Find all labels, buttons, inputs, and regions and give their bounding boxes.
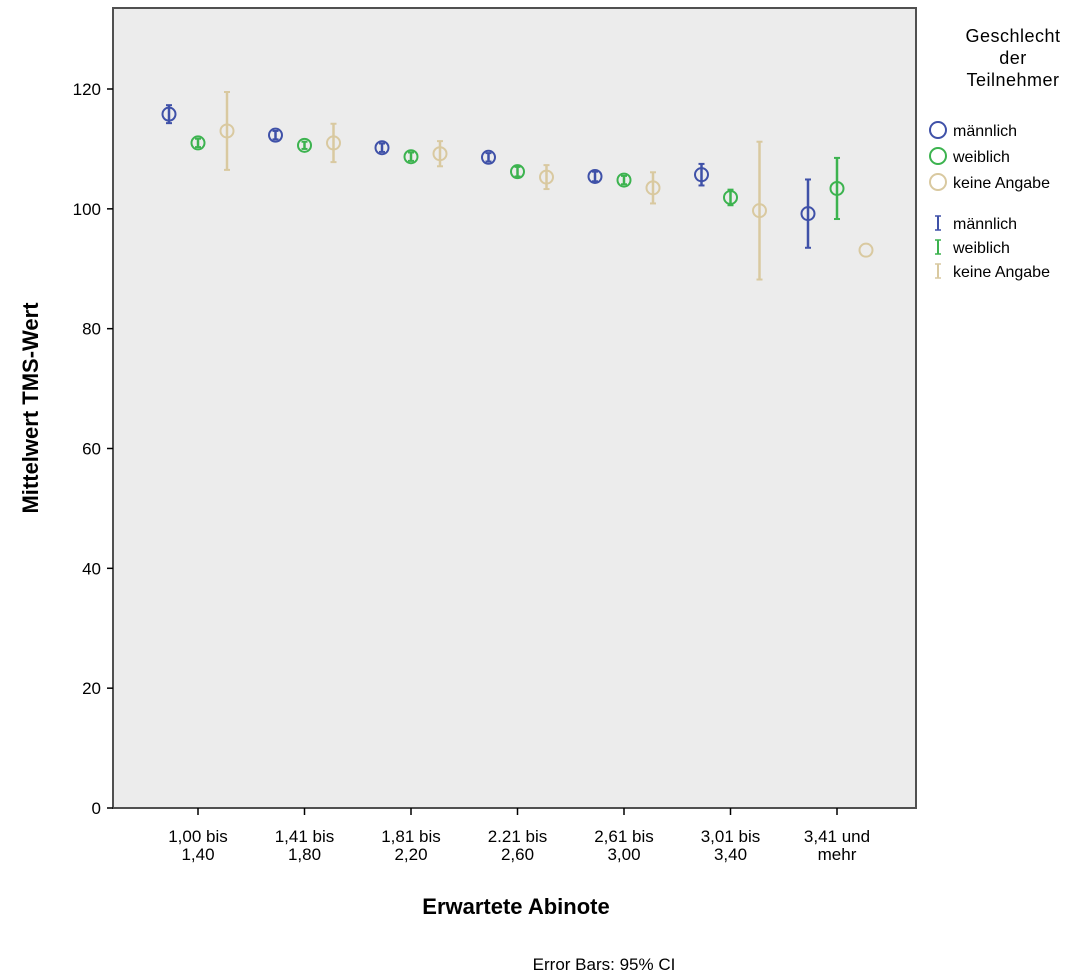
x-tick-label: 1,81 bis 2,20	[381, 827, 441, 864]
y-tick-label: 80	[82, 320, 101, 339]
y-tick-label: 20	[82, 679, 101, 698]
legend-marker	[929, 147, 947, 165]
x-tick-label: 3,01 bis 3,40	[701, 827, 761, 864]
data-point	[800, 206, 816, 222]
y-tick-label: 100	[73, 200, 101, 219]
data-point	[432, 146, 448, 162]
legend-label: männlich	[953, 123, 1017, 140]
plot-area	[112, 7, 917, 809]
y-tick-label: 60	[82, 440, 101, 459]
data-point	[403, 149, 419, 165]
x-axis: 1,00 bis 1,40 1,41 bis 1,80 1,81 bis 2,20 2.21…	[168, 808, 870, 864]
data-point	[510, 164, 525, 180]
data-point	[858, 242, 874, 258]
footnote: Error Bars: 95% CI	[533, 955, 676, 974]
x-tick-label: 3,41 und mehr	[804, 827, 870, 864]
x-tick-label: 2.21 bis 2,60	[488, 827, 548, 864]
x-tick-label: 2,61 bis 3,00	[594, 827, 654, 864]
data-point	[587, 168, 603, 184]
data-point	[268, 127, 283, 143]
y-tick-label: 40	[82, 559, 101, 578]
data-points	[161, 90, 874, 281]
data-point	[326, 135, 341, 151]
y-tick-label: 0	[92, 799, 101, 818]
data-point	[219, 123, 235, 139]
data-point	[481, 149, 496, 165]
y-tick-label: 120	[73, 80, 101, 99]
data-point	[752, 203, 767, 219]
x-tick-label: 1,00 bis 1,40	[168, 827, 228, 864]
legend-title: der	[999, 48, 1027, 68]
data-point	[616, 172, 632, 188]
legend-title: Geschlecht	[965, 26, 1060, 46]
legend-marker	[929, 121, 947, 139]
legend-title: Teilnehmer	[966, 70, 1059, 90]
data-point	[829, 180, 845, 196]
x-tick-label: 1,41 bis 1,80	[275, 827, 335, 864]
data-point	[723, 189, 738, 205]
y-axis-title: Mittelwert TMS-Wert	[18, 302, 43, 514]
data-point	[190, 135, 206, 151]
legend-label: keine Angabe	[953, 175, 1050, 192]
data-point	[694, 167, 709, 183]
data-point	[374, 140, 390, 156]
legend-label: weiblich	[952, 240, 1010, 257]
data-point	[539, 169, 554, 185]
data-point	[645, 180, 661, 196]
legend-label: männlich	[953, 216, 1017, 233]
legend-marker	[929, 173, 947, 191]
legend-label: keine Angabe	[953, 264, 1050, 281]
legend-label: weiblich	[952, 149, 1010, 166]
data-point	[297, 137, 312, 153]
y-axis: 0 20 40 60 80 100 120	[73, 80, 113, 818]
x-axis-title: Erwartete Abinote	[422, 894, 609, 919]
data-point	[161, 106, 177, 122]
